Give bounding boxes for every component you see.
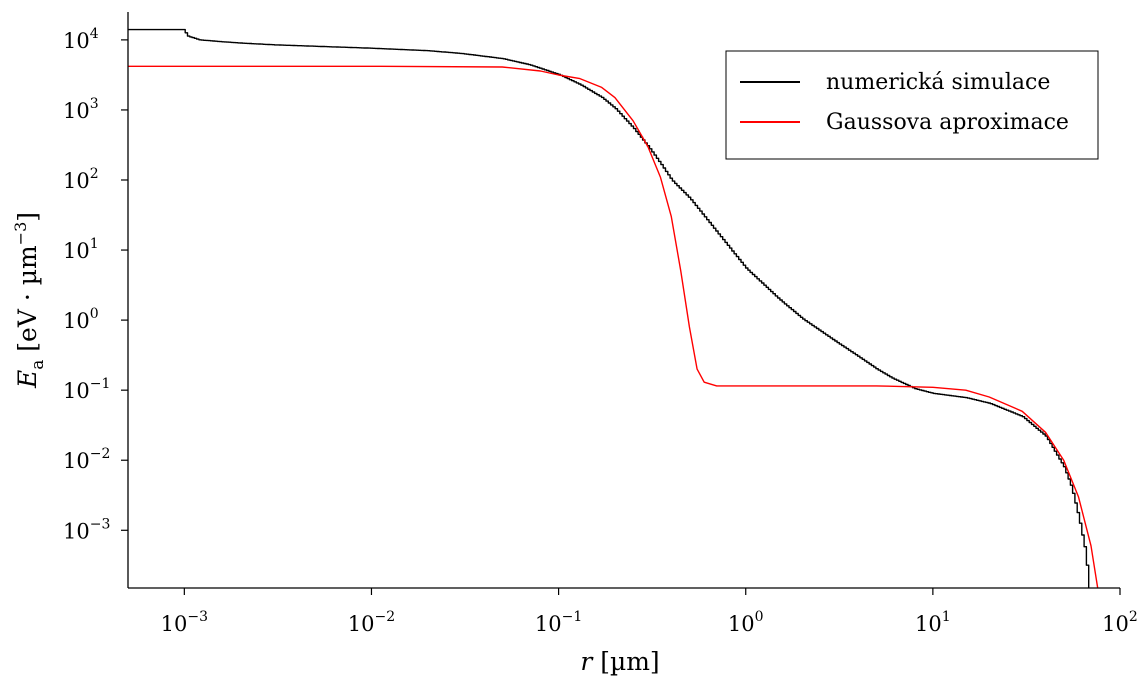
y-tick-label: 104 xyxy=(63,26,99,53)
svg-text:Ea [eV · µm−3]: Ea [eV · µm−3] xyxy=(11,212,48,389)
x-tick-label: 102 xyxy=(1102,609,1138,636)
y-axis-title: Ea [eV · µm−3] xyxy=(11,212,48,389)
x-tick-label: 10−2 xyxy=(348,609,395,636)
legend: numerická simulace Gaussova aproximace xyxy=(725,50,1099,160)
y-tick-label: 10−1 xyxy=(63,376,110,403)
tick-layer: 10−3 10−2 10−1 100 101 102 104 103 102 101 100 10−1… xyxy=(63,26,1138,636)
series-layer xyxy=(128,28,1099,588)
x-axis-title: r [µm] xyxy=(580,647,659,676)
y-tick-label: 10−3 xyxy=(63,516,110,543)
legend-label-1: numerická simulace xyxy=(826,70,1050,95)
y-tick-label: 101 xyxy=(63,236,99,263)
series-line-2 xyxy=(128,65,1099,588)
y-tick-label: 10−2 xyxy=(63,446,110,473)
x-tick-label: 10−3 xyxy=(161,609,208,636)
y-tick-label: 100 xyxy=(63,306,99,333)
series-line-1 xyxy=(128,28,1090,588)
y-tick-label: 103 xyxy=(63,96,99,123)
legend-label-2: Gaussova aproximace xyxy=(826,110,1069,135)
x-tick-label: 100 xyxy=(728,609,764,636)
x-tick-label: 101 xyxy=(915,609,951,636)
x-tick-label: 10−1 xyxy=(535,609,582,636)
y-tick-label: 102 xyxy=(63,166,99,193)
legend-box xyxy=(725,50,1099,160)
